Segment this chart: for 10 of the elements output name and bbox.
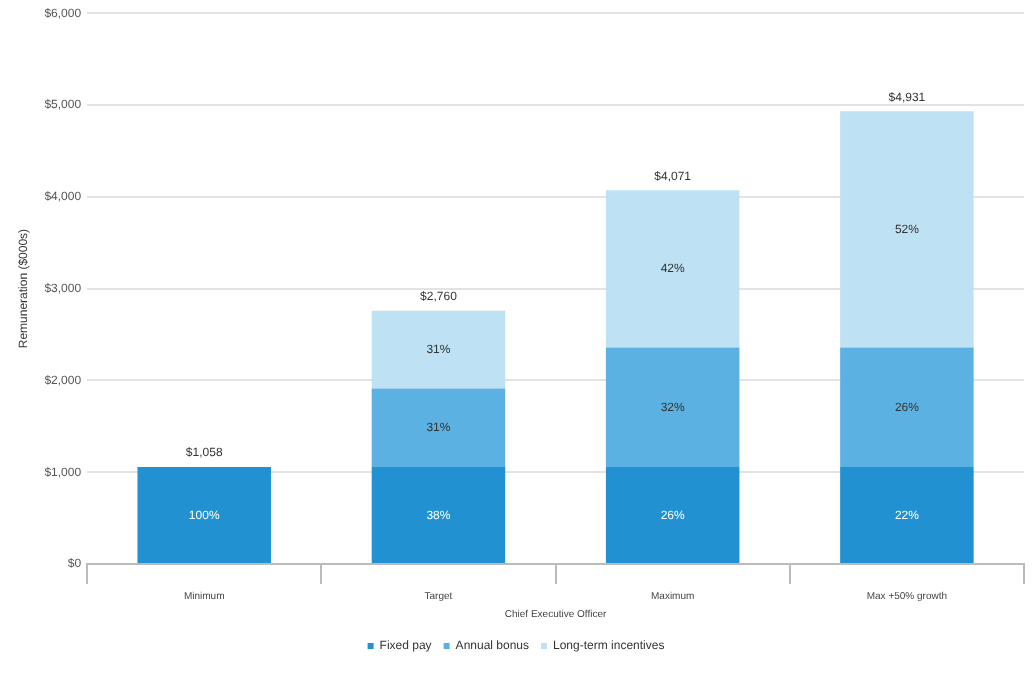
bar <box>371 466 506 563</box>
bar <box>605 190 740 348</box>
bar <box>840 347 974 467</box>
bar <box>605 466 740 563</box>
bar <box>371 310 506 389</box>
bar <box>371 388 506 467</box>
bar <box>605 347 740 467</box>
bar <box>137 466 271 563</box>
bar <box>840 466 974 563</box>
bar <box>840 111 974 348</box>
